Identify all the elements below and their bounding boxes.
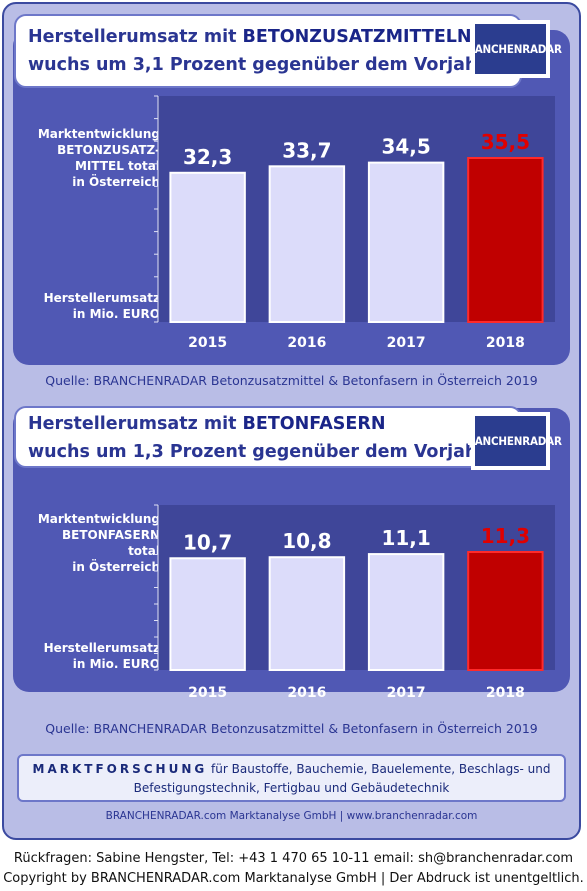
chart-2-bar-2016: [268, 556, 346, 672]
chart-1-bar-2016: [268, 165, 346, 323]
headline-callout-2: Herstellerumsatz mit BETONFASERN wuchs u…: [14, 406, 522, 468]
chart-1-year-label-2017: 2017: [387, 335, 426, 351]
copyright-line: Copyright by BRANCHENRADAR.com Marktanal…: [3, 871, 584, 886]
chart-2-year-label-2016: 2016: [287, 685, 326, 701]
chart-1-value-label-2016: 33,7: [282, 138, 331, 162]
branchenradar-logo-1: BRANCHEN RADAR: [459, 20, 562, 78]
chart-2-year-label-2017: 2017: [387, 685, 426, 701]
chart-2-value-label-2015: 10,7: [183, 530, 232, 554]
chart-2-value-label-2016: 10,8: [282, 529, 331, 553]
chart-2-top-label: Marktentwicklung BETONFASERN total in Ös…: [37, 512, 160, 574]
chart-1-bar-2015: [169, 171, 246, 323]
chart-1-bottom-label: Herstellerumsatz in Mio. EURO: [43, 291, 160, 321]
chart-1-year-label-2016: 2016: [287, 335, 326, 351]
headline-1-line2: wuchs um 3,1 Prozent gegenüber dem Vorja…: [28, 55, 486, 75]
contact-line: Rückfragen: Sabine Hengster, Tel: +43 1 …: [13, 851, 574, 866]
chart-1-top-label: Marktentwicklung BETONZUSATZ- MITTEL tot…: [37, 127, 160, 189]
footer-company: BRANCHENRADAR.com Marktanalyse GmbH | ww…: [105, 810, 478, 822]
chart-2-bar-2015: [169, 557, 246, 672]
chart-1-year-label-2015: 2015: [188, 335, 227, 351]
headline-2-line1: Herstellerumsatz mit BETONFASERN: [28, 414, 386, 434]
chart-2-bar-2018: [467, 551, 544, 671]
chart-1-value-label-2018: 35,5: [481, 130, 530, 154]
chart-1-year-label-2018: 2018: [486, 335, 525, 351]
source-line-2: Quelle: BRANCHENRADAR Betonzusatzmittel …: [45, 721, 538, 736]
chart-1-value-label-2015: 32,3: [183, 145, 232, 169]
chart-1-value-label-2017: 34,5: [381, 135, 430, 159]
headline-2-line2: wuchs um 1,3 Prozent gegenüber dem Vorja…: [28, 442, 486, 462]
branchenradar-logo-2: BRANCHEN RADAR: [459, 412, 562, 470]
headline-1-line1: Herstellerumsatz mit BETONZUSATZMITTELN: [28, 27, 472, 47]
chart-2-year-label-2018: 2018: [486, 685, 525, 701]
chart-2-bottom-label: Herstellerumsatz in Mio. EURO: [43, 641, 160, 671]
chart-2-value-label-2018: 11,3: [481, 524, 530, 548]
chart-2-bar-2017: [367, 553, 445, 672]
source-line-1: Quelle: BRANCHENRADAR Betonzusatzmittel …: [45, 373, 538, 388]
chart-2-year-label-2015: 2015: [188, 685, 227, 701]
footer-box: MARKTFORSCHUNG für Baustoffe, Bauchemie,…: [17, 754, 566, 802]
chart-1-bar-2018: [467, 157, 544, 323]
chart-2-value-label-2017: 11,1: [381, 526, 430, 550]
chart-1-bar-2017: [367, 161, 445, 323]
headline-callout-1: Herstellerumsatz mit BETONZUSATZMITTELN …: [14, 14, 522, 88]
